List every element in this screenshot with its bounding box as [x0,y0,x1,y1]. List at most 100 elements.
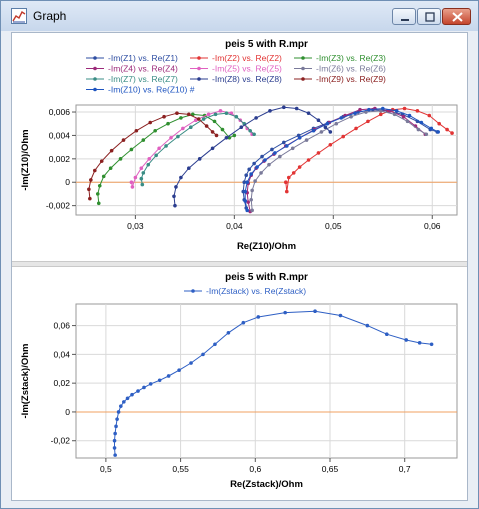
data-point [311,128,316,133]
data-point [113,453,117,457]
data-point [291,171,296,175]
data-point [349,114,353,119]
y-tick-label: 0,004 [49,130,71,140]
data-point [99,159,104,163]
data-point [122,400,126,404]
data-point [88,196,92,201]
data-point [353,111,357,115]
data-point [282,105,286,110]
data-point [196,117,201,121]
chart-splitter[interactable] [12,261,467,267]
data-point [193,118,198,123]
x-tick-label: 0,7 [399,464,411,474]
x-tick-label: 0,65 [322,464,339,474]
legend-marker [93,56,97,60]
data-point [392,112,397,117]
data-point [328,130,333,134]
data-point [169,135,173,140]
legend-label: -Im(Z2) vs. Re(Z2) [212,53,282,63]
data-point [164,144,168,148]
y-tick-label: 0,06 [53,321,70,331]
data-point [179,116,183,120]
data-point [153,128,157,133]
data-point [394,109,399,113]
data-point [166,374,171,378]
data-point [415,109,420,113]
data-point [304,138,309,142]
data-point [118,157,123,161]
data-point [354,126,358,131]
data-point [154,153,158,158]
legend-label: -Im(Z1) vs. Re(Z1) [108,53,178,63]
data-point [241,320,246,325]
data-point [96,201,101,206]
data-point [323,125,328,130]
data-point [339,116,344,120]
minimize-button[interactable] [392,8,416,25]
maximize-icon [425,12,435,22]
data-point [283,310,287,315]
data-point [306,158,311,162]
impedance-chart-bottom[interactable]: peis 5 with R.mpr -Im(Zstack) vs. Re(Zsta… [12,266,467,500]
data-point [130,185,135,189]
data-point [316,151,321,155]
data-point [249,172,253,176]
data-point [306,111,311,115]
data-point [358,107,362,112]
legend-marker [93,77,97,81]
data-point [334,121,339,126]
data-point [157,378,162,383]
x-tick-label: 0,5 [100,464,112,474]
y-tick-label: 0,006 [49,107,71,117]
data-point [402,106,407,111]
data-point [136,389,140,393]
data-point [416,127,421,132]
data-point [130,392,134,397]
title-bar[interactable]: Graph [1,1,478,31]
data-point [246,200,250,204]
data-point [108,166,113,170]
data-point [297,135,302,140]
data-point [220,127,225,132]
y-tick-label: 0,002 [49,154,71,164]
data-point [174,185,178,189]
data-point [141,171,146,175]
data-point [97,183,102,188]
data-point [213,342,217,347]
legend-label: -Im(Z7) vs. Re(Z7) [108,74,178,84]
maximize-button[interactable] [417,8,441,25]
data-point [250,188,254,193]
data-point [134,128,139,133]
data-point [437,121,441,126]
data-point [325,121,330,126]
data-point [270,147,274,152]
impedance-chart-top[interactable]: peis 5 with R.mpr-Im(Z1) vs. Re(Z1) -Im(Z… [12,33,467,261]
data-point [213,112,218,117]
legend-label: -Im(Zstack) vs. Re(Zstack) [206,286,306,296]
data-point [224,135,229,140]
data-point [367,107,371,112]
data-point [214,133,219,138]
data-point [380,106,385,111]
legend-marker [197,56,201,60]
close-button[interactable] [442,8,471,25]
x-tick-label: 0,04 [226,221,243,231]
x-tick-label: 0,03 [127,221,144,231]
data-point [244,173,249,178]
data-point [201,117,206,121]
data-point [263,158,267,162]
data-point [218,109,223,113]
data-point [253,179,257,183]
x-tick-label: 0,6 [249,464,261,474]
legend-label: -Im(Z4) vs. Re(Z4) [108,64,178,74]
data-point [162,114,166,119]
data-point [404,338,409,342]
data-point [366,119,370,124]
legend-marker [301,66,305,71]
legend-marker [93,87,97,92]
data-point [173,203,177,208]
legend-label: -Im(Z3) vs. Re(Z3) [316,53,386,63]
legend-marker [191,289,195,293]
data-point [141,138,146,142]
